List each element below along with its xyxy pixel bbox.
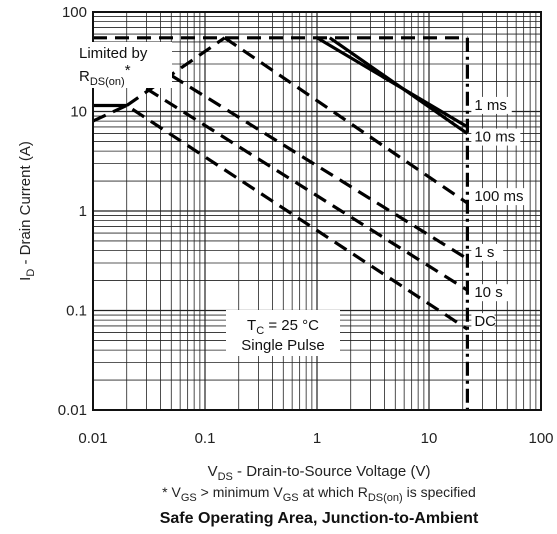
footnote: * VGS > minimum VGS at which RDS(on) is … bbox=[162, 484, 476, 504]
x-tick-label: 10 bbox=[421, 430, 438, 447]
series-layer: 1 ms 10 ms 100 ms 1 s 10 s DC bbox=[92, 36, 529, 410]
series-label-bg bbox=[471, 188, 529, 206]
series-label-bg bbox=[471, 96, 512, 114]
limit-annotation-box bbox=[72, 42, 172, 88]
y-axis-label: ID - Drain Current (A) bbox=[17, 141, 37, 281]
condition-annotation-box bbox=[226, 310, 340, 356]
series-line-1-s bbox=[170, 74, 469, 261]
x-tick-label: 0.1 bbox=[195, 430, 216, 447]
series-label: 10 ms bbox=[474, 129, 515, 146]
y-tick-label: 0.1 bbox=[66, 303, 87, 320]
tick-labels: 0.01 0.1 1 10 100 0.01 0.1 1 10 100 bbox=[58, 4, 554, 447]
series-line-10-ms bbox=[328, 36, 469, 135]
boundary-line bbox=[125, 36, 226, 107]
x-tick-label: 1 bbox=[313, 430, 321, 447]
x-axis-label: VDS - Drain-to-Source Voltage (V) bbox=[208, 463, 431, 483]
chart-title: Safe Operating Area, Junction-to-Ambient bbox=[160, 510, 479, 527]
series-label-bg bbox=[471, 313, 495, 331]
series-label: 10 s bbox=[474, 284, 502, 301]
series-label: 1 s bbox=[474, 244, 494, 261]
plot-frame bbox=[92, 11, 542, 411]
y-tick-label: 100 bbox=[62, 4, 87, 21]
y-tick-label: 0.01 bbox=[58, 402, 87, 419]
limit-annotation-line2: RDS(on)* bbox=[79, 62, 131, 88]
x-tick-label: 0.01 bbox=[78, 430, 107, 447]
series-label-bg bbox=[471, 128, 521, 146]
y-tick-label: 10 bbox=[70, 104, 87, 121]
series-label: 1 ms bbox=[474, 97, 507, 114]
series-label-bg bbox=[471, 284, 512, 302]
y-tick-label: 1 bbox=[79, 203, 87, 220]
series-label-bg bbox=[471, 243, 504, 261]
x-tick-label: 100 bbox=[528, 430, 553, 447]
series-label: DC bbox=[474, 313, 496, 330]
condition-annotation-line2: Single Pulse bbox=[241, 337, 324, 354]
series-line-100-ms bbox=[223, 36, 469, 205]
condition-annotation-line1: TC = 25 °C bbox=[247, 317, 319, 337]
series-line-DC bbox=[92, 103, 469, 331]
limit-annotation-line1: Limited by bbox=[79, 45, 148, 62]
series-line-10-s bbox=[145, 87, 469, 292]
series-label: 100 ms bbox=[474, 188, 523, 205]
